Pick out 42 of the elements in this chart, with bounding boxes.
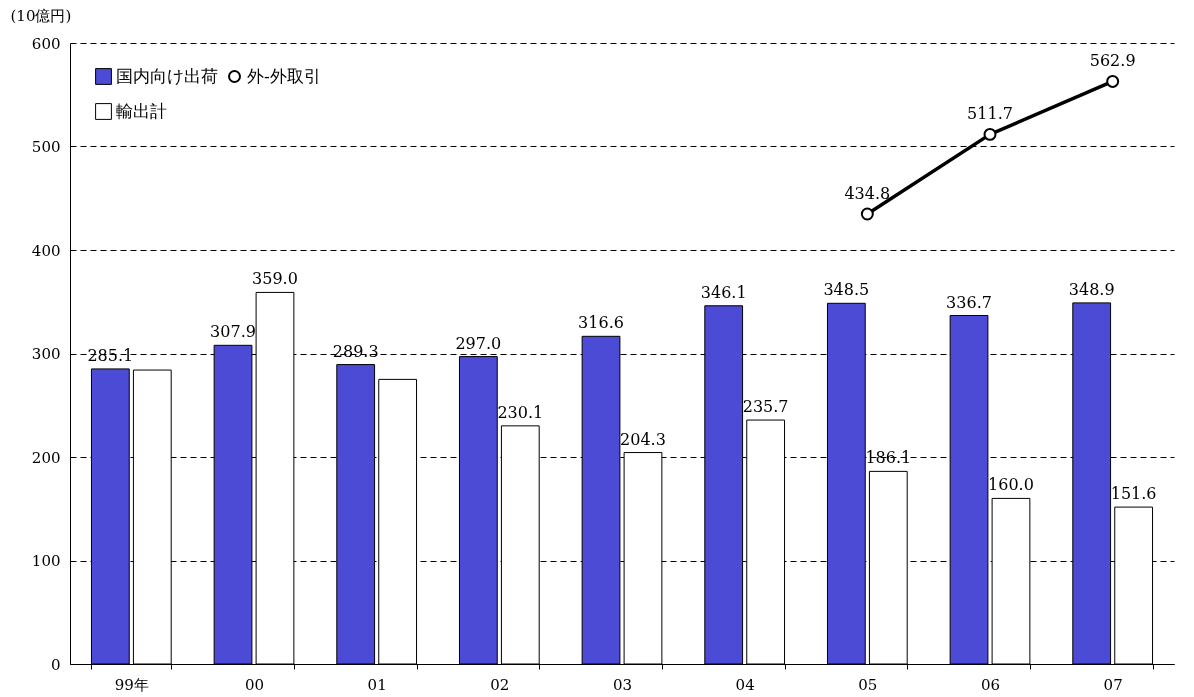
data-label: 297.0	[455, 333, 502, 353]
data-label: 289.3	[332, 341, 379, 361]
legend-label: 輸出計	[116, 100, 167, 121]
data-label: 316.6	[578, 313, 624, 333]
data-label: 230.1	[497, 402, 544, 422]
y-tick-label: 400	[31, 241, 61, 260]
data-label: 348.9	[1068, 279, 1115, 299]
y-tick-label: 0	[50, 655, 61, 674]
y-tick-label: 100	[31, 552, 61, 570]
data-label: 285.1	[87, 345, 134, 365]
data-label: 511.7	[967, 104, 1013, 124]
x-tick-label: 04	[735, 675, 755, 694]
x-tick-label: 07	[1103, 675, 1123, 694]
data-label: 348.5	[823, 280, 870, 300]
y-axis-title: (10億円)	[10, 6, 72, 25]
x-tick-label: 05	[858, 675, 878, 694]
x-tick-label: 00	[244, 675, 265, 694]
x-tick-label: 99年	[114, 675, 149, 694]
y-tick-label: 300	[31, 345, 61, 363]
data-label: 434.8	[844, 183, 891, 203]
point	[860, 207, 874, 221]
y-tick-label: 200	[31, 448, 61, 467]
legend-label: 国内向け出荷	[116, 65, 218, 86]
data-label: 160.0	[988, 475, 1034, 495]
data-label: 336.7	[946, 292, 992, 312]
x-tick-label: 06	[980, 675, 1001, 694]
data-label: 359.0	[252, 269, 298, 289]
x-tick-label: 03	[612, 675, 633, 694]
legend-label: 外-外取引	[247, 65, 321, 86]
point	[1106, 74, 1120, 88]
x-tick-label: 01	[367, 675, 387, 694]
x-tick-label: 02	[490, 675, 510, 694]
data-label: 151.6	[1110, 484, 1157, 504]
y-tick-label: 600	[31, 34, 61, 53]
data-label: 562.9	[1089, 51, 1136, 71]
data-label: 346.1	[700, 282, 747, 302]
data-label: 307.9	[210, 322, 256, 342]
data-label: 186.1	[865, 448, 912, 468]
data-label: 204.3	[620, 429, 666, 449]
data-label: 235.7	[742, 397, 789, 417]
y-tick-label: 500	[31, 138, 61, 156]
point	[983, 127, 997, 141]
